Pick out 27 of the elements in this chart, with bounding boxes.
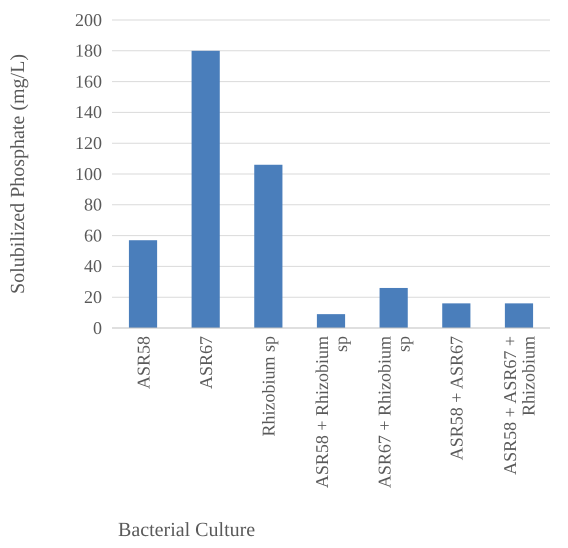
bar <box>316 314 346 328</box>
x-tick-label: ASR67 + Rhizobium sp <box>374 336 414 488</box>
y-tick-label: 100 <box>75 164 102 184</box>
bar <box>254 164 282 328</box>
bar <box>442 303 470 328</box>
y-tick-label: 180 <box>75 40 102 61</box>
x-tick-label: ASR58 + ASR67 + Rhizobium <box>500 336 539 475</box>
x-tick-label: ASR67 <box>196 336 216 390</box>
y-tick-label: 160 <box>75 71 102 92</box>
y-tick-label: 40 <box>84 256 102 276</box>
x-tick-label: Rhizobium sp <box>258 336 279 437</box>
bar <box>192 50 220 328</box>
bar <box>128 240 158 328</box>
x-tick-label: ASR58 <box>133 336 154 390</box>
y-tick-label: 20 <box>84 286 102 307</box>
y-tick-label: 80 <box>84 194 102 215</box>
x-tick-label: ASR58 + ASR67 <box>446 336 467 460</box>
y-tick-label: 140 <box>75 102 102 122</box>
y-tick-label: 60 <box>84 225 102 246</box>
y-tick-label: 200 <box>75 10 102 30</box>
y-axis-title: Solubilized Phosphate (mg/L) <box>7 54 29 294</box>
y-tick-label: 120 <box>75 132 102 153</box>
y-tick-label: 0 <box>93 318 102 338</box>
bar <box>380 288 408 328</box>
bar <box>504 303 534 328</box>
x-tick-label: ASR58 + Rhizobium sp <box>312 336 351 488</box>
x-axis-title: Bacterial Culture <box>118 519 256 541</box>
